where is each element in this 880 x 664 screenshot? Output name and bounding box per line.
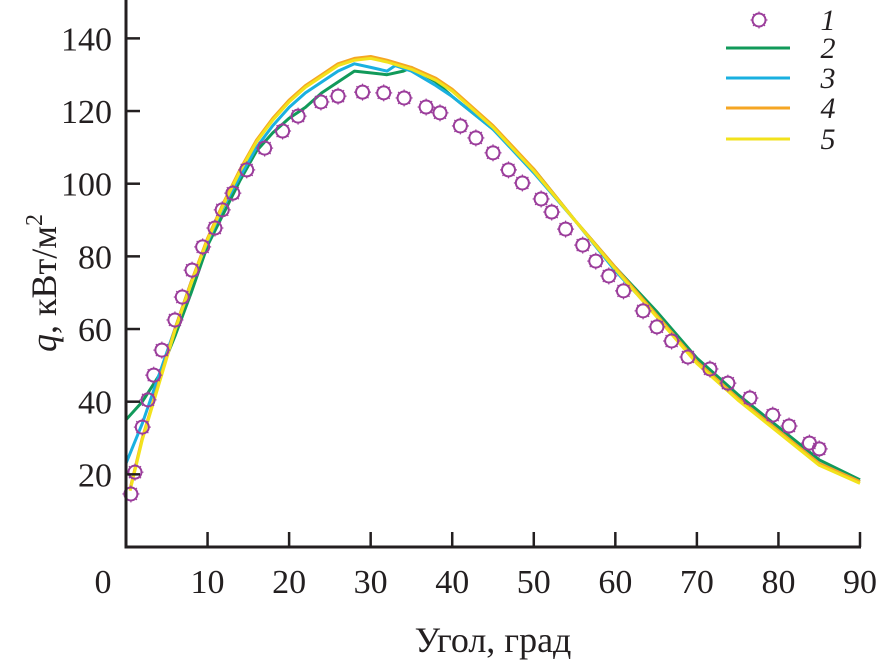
series-line-4 [128, 55, 861, 490]
legend-label-1: 1 [821, 4, 836, 37]
data-point-series-1 [467, 129, 485, 147]
x-tick-label: 70 [680, 564, 714, 601]
data-point-series-1 [451, 117, 469, 135]
data-point-series-1 [741, 389, 759, 407]
y-tick-label: 80 [78, 239, 112, 276]
y-tick-label: 20 [78, 457, 112, 494]
y-tick-label: 60 [78, 312, 112, 349]
x-axis-title: Угол, град [415, 620, 572, 660]
data-point-series-1 [194, 238, 212, 256]
x-tick-label: 20 [272, 564, 306, 601]
data-point-series-1 [312, 93, 330, 111]
series-layer [122, 55, 861, 503]
legend-label-5: 5 [821, 123, 836, 156]
data-point-series-1 [431, 104, 449, 122]
data-point-series-1 [166, 311, 184, 329]
data-point-series-1 [614, 282, 632, 300]
data-point-series-1 [133, 418, 151, 436]
data-point-series-1 [153, 341, 171, 359]
axes [124, 0, 861, 549]
data-point-series-1 [532, 190, 550, 208]
legend-label-4: 4 [821, 92, 836, 125]
data-point-series-1 [145, 366, 163, 384]
data-point-series-1 [126, 463, 144, 481]
x-tick-label: 10 [191, 564, 225, 601]
x-tick-label: 60 [598, 564, 632, 601]
data-point-series-1 [238, 161, 256, 179]
data-point-series-1 [354, 83, 372, 101]
y-axis-title: q, кВт/м2 [22, 214, 64, 352]
data-point-series-1 [139, 391, 157, 409]
data-point-series-1 [648, 318, 666, 336]
x-tick-label: 80 [761, 564, 795, 601]
data-point-series-1 [600, 267, 618, 285]
y-axis-title-superscript: 2 [22, 214, 48, 226]
x-tick-label: 40 [435, 564, 469, 601]
series-line-5 [128, 56, 861, 492]
data-point-series-1 [213, 201, 231, 219]
data-point-series-1 [499, 161, 517, 179]
data-point-series-1 [256, 139, 274, 157]
data-point-series-1 [375, 84, 393, 102]
data-point-series-1 [719, 374, 737, 392]
data-point-series-1 [780, 417, 798, 435]
y-tick-label: 100 [61, 167, 112, 204]
x-tick-label: 50 [517, 564, 551, 601]
data-point-series-1 [663, 332, 681, 350]
x-tick-label: 90 [843, 564, 877, 601]
data-point-series-1 [329, 87, 347, 105]
data-point-series-1 [574, 236, 592, 254]
data-point-series-1 [701, 360, 719, 378]
data-point-series-1 [274, 122, 292, 140]
ticks: 0 10 20 30 40 50 60 70 80 90 20 40 60 80 100 120 140 [61, 21, 877, 601]
data-point-series-1 [484, 144, 502, 162]
data-point-series-1 [395, 89, 413, 107]
legend-label-2: 2 [821, 32, 836, 65]
legend-marker-1 [750, 11, 768, 29]
y-axis-title-variable: q [24, 334, 64, 352]
y-tick-label: 120 [61, 94, 112, 131]
data-point-series-1 [183, 261, 201, 279]
data-point-series-1 [173, 288, 191, 306]
data-point-series-1 [224, 184, 242, 202]
data-point-series-1 [557, 220, 575, 238]
data-point-series-1 [289, 107, 307, 125]
legend-label-3: 3 [820, 62, 836, 95]
data-point-series-1 [764, 406, 782, 424]
y-tick-label: 40 [78, 385, 112, 422]
data-point-series-1 [810, 440, 828, 458]
data-point-series-1 [679, 348, 697, 366]
data-point-series-1 [543, 203, 561, 221]
data-point-series-1 [513, 174, 531, 192]
x-tick-label: 30 [354, 564, 388, 601]
data-point-series-1 [417, 98, 435, 116]
y-axis-title-unit: , кВт/м [24, 226, 64, 334]
y-tick-label: 140 [61, 21, 112, 58]
data-point-series-1 [634, 302, 652, 320]
x-tick-label: 0 [95, 564, 112, 601]
data-point-series-1 [206, 219, 224, 237]
data-point-series-1 [587, 252, 605, 270]
